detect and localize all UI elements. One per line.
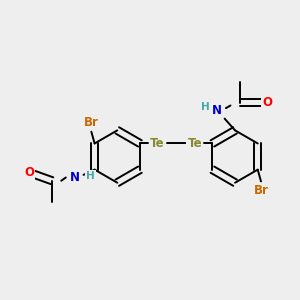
Text: H: H xyxy=(86,170,95,181)
Text: H: H xyxy=(201,102,209,112)
Text: Br: Br xyxy=(254,184,268,197)
Text: Te: Te xyxy=(150,137,165,150)
Text: O: O xyxy=(24,167,34,179)
Text: N: N xyxy=(70,171,80,184)
Text: Te: Te xyxy=(188,137,202,150)
Text: O: O xyxy=(262,96,272,110)
Text: Br: Br xyxy=(84,116,99,129)
Text: N: N xyxy=(212,104,222,117)
